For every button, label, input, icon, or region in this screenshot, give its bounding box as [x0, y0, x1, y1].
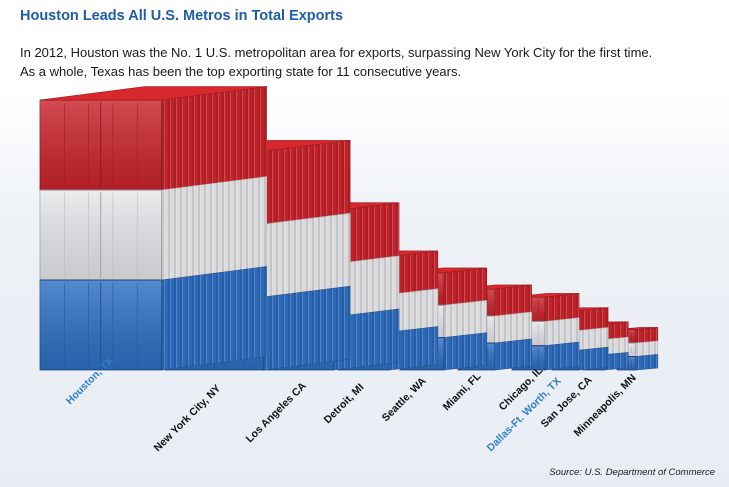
source-note: Source: U.S. Department of Commerce — [549, 467, 715, 478]
category-label: Seattle, WA — [380, 375, 429, 424]
category-label: Miami, FL — [441, 370, 484, 413]
category-label: Detroit, MI — [322, 381, 367, 426]
category-label: Los Angeles CA — [244, 380, 309, 445]
subtitle-line-1: In 2012, Houston was the No. 1 U.S. metr… — [20, 45, 653, 60]
container-stack — [39, 86, 268, 371]
page-title: Houston Leads All U.S. Metros in Total E… — [20, 8, 344, 24]
category-label: New York City, NY — [152, 383, 224, 455]
subtitle-line-2: As a whole, Texas has been the top expor… — [20, 64, 462, 79]
